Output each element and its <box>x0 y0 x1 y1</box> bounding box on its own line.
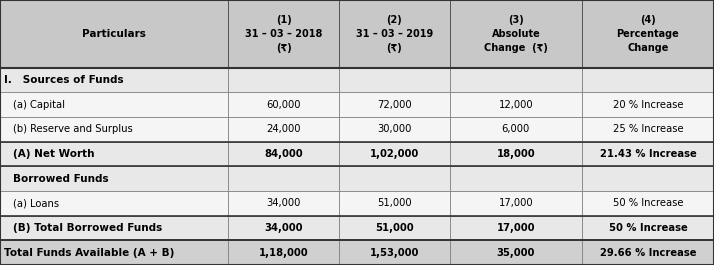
Bar <box>0 191 228 216</box>
Text: 50 % Increase: 50 % Increase <box>608 223 688 233</box>
Bar <box>582 216 714 240</box>
Text: 17,000: 17,000 <box>498 198 533 208</box>
Text: (B) Total Borrowed Funds: (B) Total Borrowed Funds <box>13 223 162 233</box>
Bar <box>339 92 450 117</box>
Bar <box>582 0 714 68</box>
Text: 34,000: 34,000 <box>265 223 303 233</box>
Text: 72,000: 72,000 <box>377 100 412 110</box>
Bar <box>339 166 450 191</box>
Bar <box>0 0 228 68</box>
Bar <box>450 92 582 117</box>
Bar <box>228 0 339 68</box>
Text: 51,000: 51,000 <box>377 198 412 208</box>
Bar <box>450 240 582 265</box>
Bar <box>582 117 714 142</box>
Bar <box>582 191 714 216</box>
Text: 84,000: 84,000 <box>264 149 303 159</box>
Text: 30,000: 30,000 <box>377 124 412 134</box>
Bar <box>582 166 714 191</box>
Text: 1,53,000: 1,53,000 <box>370 248 419 258</box>
Bar <box>582 240 714 265</box>
Text: 17,000: 17,000 <box>497 223 535 233</box>
Bar <box>0 68 228 92</box>
Text: 12,000: 12,000 <box>498 100 533 110</box>
Bar <box>450 216 582 240</box>
Text: (2)
31 – 03 – 2019
(₹): (2) 31 – 03 – 2019 (₹) <box>356 15 433 53</box>
Text: (3)
Absolute
Change  (₹): (3) Absolute Change (₹) <box>484 15 548 53</box>
Text: (A) Net Worth: (A) Net Worth <box>13 149 94 159</box>
Bar <box>0 216 228 240</box>
Bar <box>450 191 582 216</box>
Bar <box>228 240 339 265</box>
Text: 6,000: 6,000 <box>502 124 530 134</box>
Bar <box>582 68 714 92</box>
Bar <box>450 0 582 68</box>
Text: 1,18,000: 1,18,000 <box>259 248 308 258</box>
Text: (a) Capital: (a) Capital <box>13 100 65 110</box>
Bar <box>450 166 582 191</box>
Bar <box>0 142 228 166</box>
Bar <box>228 216 339 240</box>
Text: 18,000: 18,000 <box>496 149 536 159</box>
Bar <box>228 117 339 142</box>
Bar <box>0 240 228 265</box>
Text: 20 % Increase: 20 % Increase <box>613 100 683 110</box>
Bar <box>0 117 228 142</box>
Text: 1,02,000: 1,02,000 <box>370 149 419 159</box>
Text: 29.66 % Increase: 29.66 % Increase <box>600 248 696 258</box>
Text: 51,000: 51,000 <box>375 223 414 233</box>
Text: (b) Reserve and Surplus: (b) Reserve and Surplus <box>13 124 133 134</box>
Bar <box>339 0 450 68</box>
Bar <box>582 92 714 117</box>
Text: Total Funds Available (A + B): Total Funds Available (A + B) <box>4 248 174 258</box>
Text: I.   Sources of Funds: I. Sources of Funds <box>4 75 124 85</box>
Bar <box>450 68 582 92</box>
Text: Particulars: Particulars <box>82 29 146 39</box>
Bar <box>228 92 339 117</box>
Bar <box>339 216 450 240</box>
Bar <box>228 166 339 191</box>
Text: 25 % Increase: 25 % Increase <box>613 124 683 134</box>
Text: 50 % Increase: 50 % Increase <box>613 198 683 208</box>
Bar <box>0 92 228 117</box>
Text: Borrowed Funds: Borrowed Funds <box>13 174 109 184</box>
Text: 34,000: 34,000 <box>266 198 301 208</box>
Text: (a) Loans: (a) Loans <box>13 198 59 208</box>
Text: 60,000: 60,000 <box>266 100 301 110</box>
Bar <box>339 191 450 216</box>
Bar <box>228 142 339 166</box>
Text: 35,000: 35,000 <box>497 248 535 258</box>
Bar <box>450 142 582 166</box>
Text: 21.43 % Increase: 21.43 % Increase <box>600 149 696 159</box>
Bar <box>339 68 450 92</box>
Text: (1)
31 – 03 – 2018
(₹): (1) 31 – 03 – 2018 (₹) <box>245 15 323 53</box>
Bar <box>228 68 339 92</box>
Bar <box>228 191 339 216</box>
Text: 24,000: 24,000 <box>266 124 301 134</box>
Bar <box>339 240 450 265</box>
Bar <box>0 166 228 191</box>
Text: (4)
Percentage
Change: (4) Percentage Change <box>617 15 679 53</box>
Bar <box>339 117 450 142</box>
Bar <box>582 142 714 166</box>
Bar <box>450 117 582 142</box>
Bar <box>339 142 450 166</box>
